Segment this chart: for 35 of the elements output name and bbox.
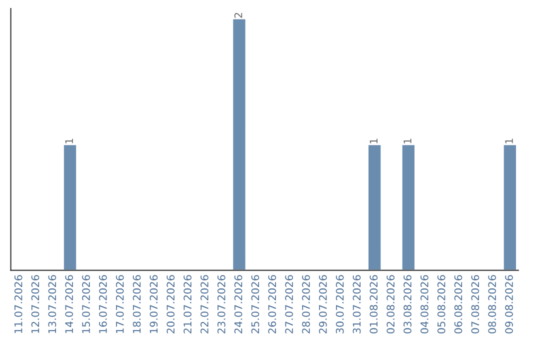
x-tick-label: 09.08.2026 [505, 275, 513, 334]
x-tick-label: 16.07.2026 [99, 275, 107, 333]
x-tick-label: 24.07.2026 [234, 275, 242, 334]
x-tick-label: 28.07.2026 [302, 275, 310, 334]
x-tick-label: 15.07.2026 [82, 275, 90, 333]
x-tick-label: 27.07.2026 [285, 275, 293, 334]
x-tick-label: 04.08.2026 [420, 275, 428, 334]
x-tick-label: 03.08.2026 [404, 275, 412, 334]
x-tick-label: 05.08.2026 [437, 275, 446, 334]
x-tick-label: 08.08.2026 [488, 275, 496, 334]
x-tick-label: 13.07.2026 [48, 275, 56, 333]
x-tick-label: 26.07.2026 [268, 275, 276, 334]
x-tick-label: 21.07.2026 [184, 275, 192, 334]
x-tick-label: 11.07.2026 [14, 275, 22, 333]
data-label: 1 [404, 138, 412, 144]
x-tick-label: 23.07.2026 [217, 275, 226, 334]
x-tick-label: 07.08.2026 [471, 275, 480, 334]
x-tick-label: 18.07.2026 [132, 275, 141, 333]
data-label: 1 [370, 138, 378, 144]
x-tick-label: 06.08.2026 [454, 275, 462, 334]
x-tick-label: 31.07.2026 [352, 275, 361, 334]
x-tick-label: 17.07.2026 [116, 275, 124, 333]
x-tick-label: 22.07.2026 [200, 275, 208, 334]
x-tick-label: 19.07.2026 [150, 275, 158, 333]
x-tick-label: 25.07.2026 [251, 275, 260, 334]
x-tick-label: 29.07.2026 [318, 275, 327, 334]
x-tick-label: 20.07.2026 [166, 275, 175, 334]
data-label: 1 [65, 138, 73, 144]
data-label: 1 [505, 138, 513, 144]
x-tick-label: 30.07.2026 [336, 275, 344, 334]
data-label: 2 [234, 12, 242, 18]
x-tick-label: 12.07.2026 [31, 275, 40, 333]
x-tick-label: 01.08.2026 [370, 275, 378, 334]
x-tick-label: 02.08.2026 [386, 275, 395, 334]
x-tick-label: 14.07.2026 [65, 275, 74, 333]
